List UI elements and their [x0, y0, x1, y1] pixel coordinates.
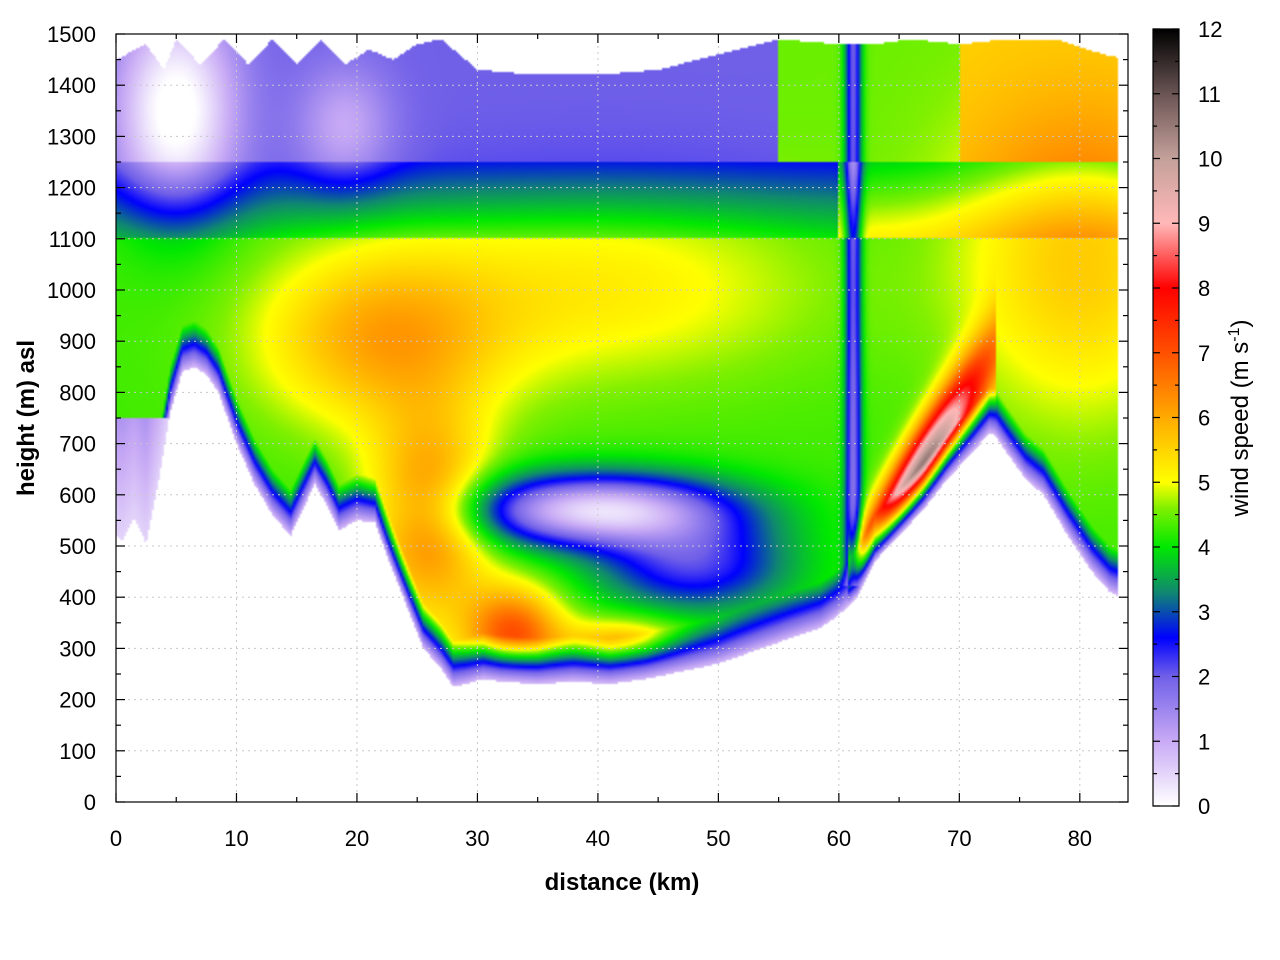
y-tick-label: 1500 [47, 22, 96, 47]
colorbar-tick-label: 3 [1198, 600, 1210, 625]
x-axis-title: distance (km) [545, 869, 700, 896]
y-axis-title: height (m) asl [13, 340, 40, 496]
x-tick-label: 10 [224, 826, 248, 851]
colorbar-tick-label: 12 [1198, 17, 1222, 42]
colorbar-tick-label: 9 [1198, 211, 1210, 236]
x-tick-label: 70 [947, 826, 971, 851]
y-tick-label: 0 [84, 790, 96, 815]
x-tick-label: 50 [706, 826, 730, 851]
y-tick-label: 800 [59, 380, 96, 405]
colorbar-title: wind speed (m s-1) [1226, 320, 1254, 518]
colorbar-tick-label: 11 [1198, 82, 1221, 107]
colorbar-title-main: wind speed (m s [1227, 342, 1254, 518]
grid [116, 34, 1128, 802]
y-tick-label: 700 [59, 432, 96, 457]
colorbar-tick-label: 4 [1198, 535, 1210, 560]
colorbar-tick-label: 1 [1198, 729, 1210, 754]
colorbar-title-close: ) [1227, 320, 1254, 328]
y-tick-label: 1000 [47, 278, 96, 303]
plot-frame [115, 33, 1129, 803]
y-tick-label: 600 [59, 483, 96, 508]
colorbar-tick-label: 7 [1198, 341, 1210, 366]
y-tick-label: 200 [59, 688, 96, 713]
y-tick-label: 500 [59, 534, 96, 559]
colorbar-title-superscript: -1 [1226, 327, 1243, 341]
y-tick-label: 400 [59, 585, 96, 610]
colorbar-tick-label: 6 [1198, 406, 1210, 431]
x-tick-label: 20 [345, 826, 369, 851]
colorbar-tick-label: 8 [1198, 276, 1210, 301]
x-tick-label: 80 [1068, 826, 1092, 851]
x-tick-label: 30 [465, 826, 489, 851]
y-tick-label: 1300 [47, 124, 96, 149]
y-tick-label: 1400 [47, 73, 96, 98]
wind-speed-heatmap [116, 34, 1128, 802]
y-tick-label: 100 [59, 739, 96, 764]
colorbar-tick-label: 0 [1198, 794, 1210, 819]
y-tick-label: 1200 [47, 176, 96, 201]
x-tick-label: 40 [586, 826, 610, 851]
y-tick-label: 300 [59, 636, 96, 661]
y-tick-label: 900 [59, 329, 96, 354]
x-axis-ticks: 0 10 20 30 40 50 60 70 80 [110, 34, 1092, 851]
colorbar-tick-label: 2 [1198, 665, 1210, 690]
x-tick-label: 60 [827, 826, 851, 851]
y-tick-label: 1100 [49, 227, 96, 252]
colorbar-tick-label: 5 [1198, 470, 1210, 495]
x-tick-label: 0 [110, 826, 122, 851]
colorbar-tick-label: 10 [1198, 147, 1222, 172]
